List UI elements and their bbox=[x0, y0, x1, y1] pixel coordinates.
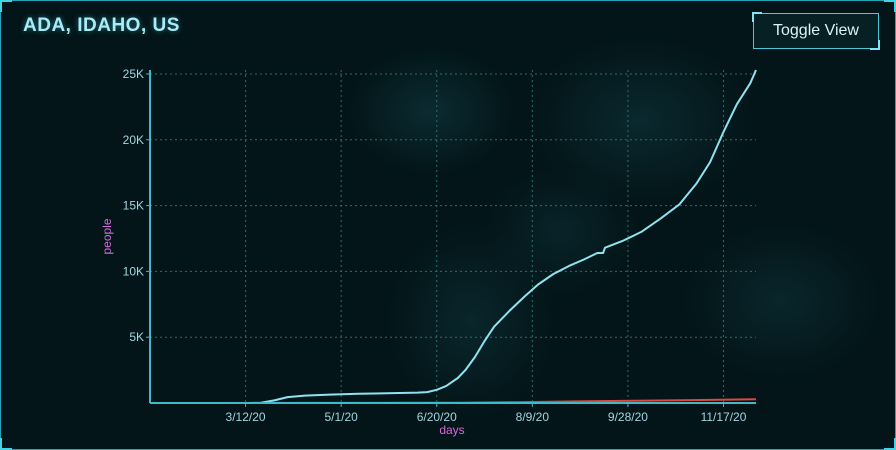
y-axis-title: people bbox=[100, 218, 114, 254]
y-tick-label: 25K bbox=[123, 67, 144, 81]
x-tick-label: 11/17/20 bbox=[701, 410, 747, 424]
y-tick-label: 10K bbox=[123, 264, 144, 278]
y-axis-ticks: 5K 10K 15K 20K 25K bbox=[123, 67, 150, 344]
panel-corner bbox=[884, 438, 896, 450]
y-tick-label: 20K bbox=[123, 133, 144, 147]
panel-corner bbox=[0, 438, 12, 450]
x-tick-label: 5/1/20 bbox=[324, 410, 358, 424]
x-tick-label: 9/28/20 bbox=[608, 410, 648, 424]
panel-corner bbox=[884, 0, 896, 12]
x-tick-label: 3/12/20 bbox=[226, 410, 266, 424]
x-tick-label: 8/9/20 bbox=[516, 410, 550, 424]
chart-grid bbox=[150, 70, 756, 403]
panel-corner bbox=[0, 0, 12, 12]
x-axis-title: days bbox=[439, 423, 464, 437]
location-title: ADA, IDAHO, US bbox=[23, 15, 180, 36]
series-line-cyan bbox=[150, 69, 757, 404]
x-axis-ticks: 3/12/20 5/1/20 6/20/20 8/9/20 9/28/20 11/17/2… bbox=[226, 403, 747, 424]
y-tick-label: 15K bbox=[123, 199, 144, 213]
y-tick-label: 5K bbox=[129, 330, 144, 344]
toggle-view-button[interactable]: Toggle View bbox=[752, 12, 880, 50]
x-tick-label: 6/20/20 bbox=[417, 410, 457, 424]
chart-series bbox=[150, 69, 757, 404]
